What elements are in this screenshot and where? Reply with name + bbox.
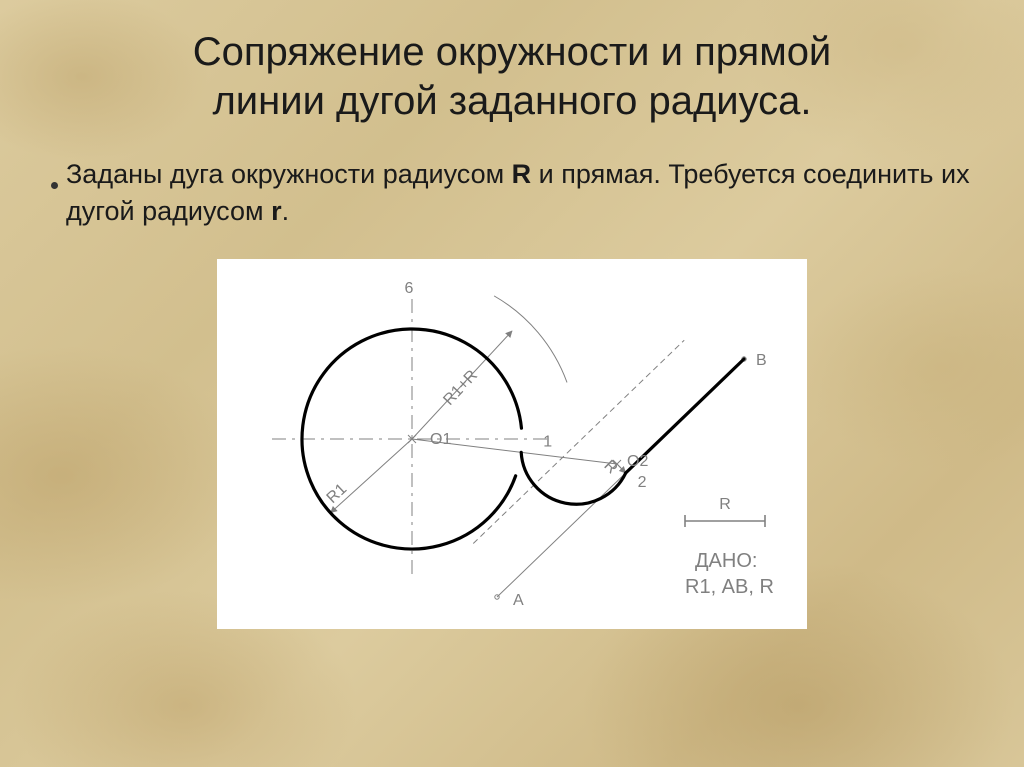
- page-title: Сопряжение окружности и прямой линии дуг…: [48, 28, 976, 126]
- svg-text:А: А: [513, 592, 524, 609]
- svg-text:О2: О2: [627, 453, 648, 470]
- svg-text:В: В: [756, 352, 767, 369]
- svg-text:6: 6: [405, 280, 414, 297]
- title-line2: линии дугой заданного радиуса.: [212, 79, 811, 123]
- svg-text:2: 2: [638, 474, 647, 491]
- svg-text:1: 1: [543, 434, 552, 451]
- body-paragraph: Заданы дуга окружности радиусом R и прям…: [48, 156, 976, 232]
- svg-text:R1+R: R1+R: [440, 367, 481, 409]
- svg-text:О1: О1: [430, 431, 451, 448]
- body-text-content: Заданы дуга окружности радиусом R и прям…: [66, 156, 976, 232]
- svg-text:ДАНО:: ДАНО:: [695, 550, 757, 572]
- bullet-icon: [48, 162, 60, 200]
- svg-text:R1: R1: [324, 481, 351, 507]
- title-line1: Сопряжение окружности и прямой: [193, 30, 832, 74]
- svg-text:R: R: [719, 496, 731, 513]
- conjugation-diagram: 6 О1 О2 1 2 R1 R1+R R А В R ДАНО: R1, АВ, R: [217, 259, 807, 629]
- svg-text:R1, АВ, R: R1, АВ, R: [685, 576, 774, 598]
- svg-text:R: R: [600, 457, 620, 477]
